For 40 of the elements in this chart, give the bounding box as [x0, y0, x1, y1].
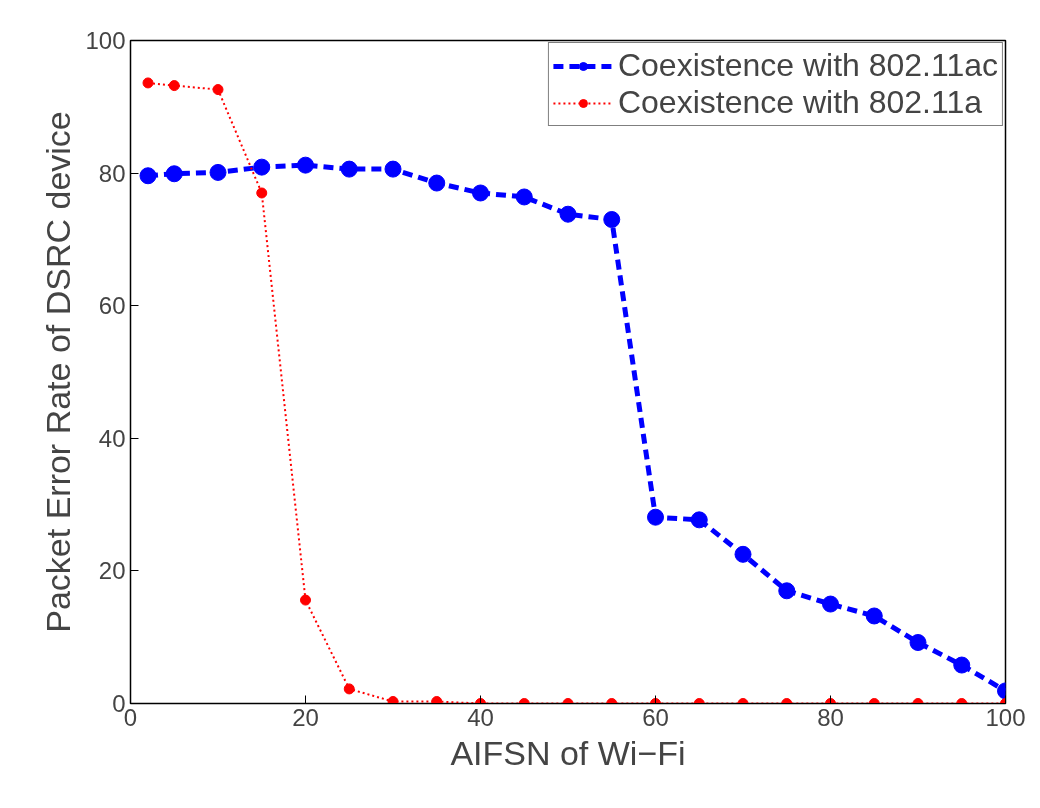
legend-label: Coexistence with 802.11ac: [617, 47, 998, 84]
x-tick-label: 80: [817, 703, 844, 731]
point: [647, 508, 664, 526]
point: [778, 582, 796, 600]
point: [690, 511, 708, 529]
x-tick-label: 60: [642, 703, 669, 731]
point: [603, 211, 621, 228]
y-tick-label: 100: [85, 27, 126, 54]
point: [559, 205, 577, 223]
point: [256, 187, 268, 199]
x-axis-title: AIFSN of Wi−Fi: [450, 733, 686, 772]
x-tick-label: 100: [985, 703, 1026, 731]
point: [209, 163, 227, 181]
y-axis-title: Packet Error Rate of DSRC device: [39, 111, 78, 633]
x-tick-label: 40: [467, 703, 494, 731]
point: [384, 160, 402, 178]
point: [734, 545, 752, 563]
point: [212, 84, 224, 96]
point: [142, 77, 154, 89]
y-tick-label: 60: [98, 292, 126, 320]
point: [822, 595, 839, 613]
y-tick-label: 80: [98, 159, 126, 187]
point: [139, 167, 157, 185]
y-tick-label: 40: [98, 424, 126, 452]
x-tick-label: 20: [292, 703, 319, 731]
point: [165, 165, 183, 183]
point: [343, 683, 355, 695]
point: [909, 634, 927, 651]
point: [515, 188, 533, 206]
point: [253, 158, 271, 176]
point: [953, 656, 971, 674]
y-tick-label: 20: [98, 557, 126, 585]
point: [472, 184, 489, 202]
point: [297, 156, 314, 174]
point: [300, 594, 311, 606]
legend-label: Coexistence with 802.11a: [617, 84, 982, 121]
point: [340, 160, 358, 178]
point: [865, 607, 883, 625]
point: [168, 80, 180, 92]
point: [428, 174, 446, 192]
